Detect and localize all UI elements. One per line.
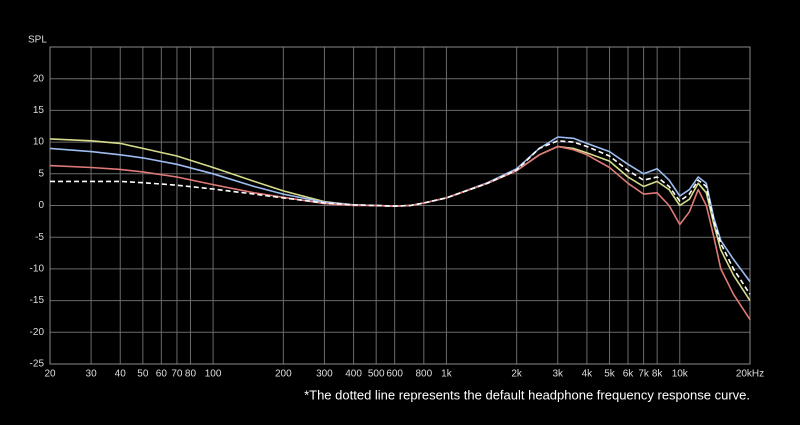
- x-tick-label: 80: [185, 369, 197, 380]
- x-tick-label: 20: [44, 369, 56, 380]
- x-tick-label: 60: [156, 369, 168, 380]
- x-tick-label: 40: [115, 369, 127, 380]
- series-line: [49, 145, 751, 321]
- x-tick-label: 4k: [582, 369, 594, 380]
- y-tick-label: -20: [30, 327, 45, 338]
- x-tick-label: 6k: [623, 369, 635, 380]
- y-tick-label: 10: [33, 137, 45, 148]
- x-tick-label: 600: [386, 369, 403, 380]
- y-tick-label: 0: [38, 200, 44, 211]
- x-tick-label: 400: [345, 369, 362, 380]
- y-axis-label: SPL: [28, 35, 47, 46]
- x-tick-label: 20kHz: [736, 369, 764, 380]
- x-tick-label: 70: [171, 369, 183, 380]
- x-tick-label: 200: [275, 369, 292, 380]
- y-tick-label: -5: [35, 232, 44, 243]
- y-tick-label: 20: [33, 73, 45, 84]
- x-tick-label: 10k: [672, 369, 689, 380]
- x-tick-label: 50: [137, 369, 149, 380]
- x-tick-label: 300: [316, 369, 333, 380]
- x-tick-label: 800: [415, 369, 432, 380]
- x-tick-label: 7k: [638, 369, 650, 380]
- x-tick-label: 8k: [652, 369, 664, 380]
- plot-frame: [49, 46, 751, 365]
- x-tick-label: 1k: [441, 369, 453, 380]
- y-tick-label: -25: [30, 359, 45, 370]
- x-tick-label: 30: [86, 369, 98, 380]
- x-tick-label: 100: [205, 369, 222, 380]
- x-tick-label: 500: [368, 369, 385, 380]
- series-line: [50, 140, 751, 295]
- footnote: *The dotted line represents the default …: [304, 387, 750, 402]
- y-tick-label: -15: [30, 295, 45, 306]
- y-tick-label: 5: [38, 168, 44, 179]
- x-tick-label: 5k: [604, 369, 616, 380]
- y-tick-label: 15: [33, 105, 45, 116]
- x-tick-label: 3k: [552, 369, 564, 380]
- y-tick-label: -10: [30, 264, 45, 275]
- x-tick-label: 2k: [511, 369, 523, 380]
